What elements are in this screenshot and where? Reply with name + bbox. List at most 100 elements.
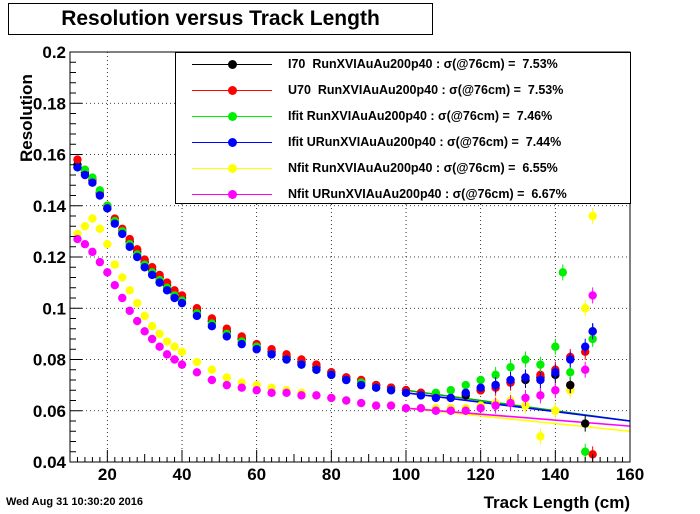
data-point [401, 388, 411, 398]
data-point [80, 170, 90, 180]
x-axis-label: Track Length (cm) [484, 493, 630, 512]
chart-title: Resolution versus Track Length [61, 7, 380, 30]
data-point [566, 355, 575, 364]
data-point [177, 298, 187, 308]
data-point [506, 398, 515, 408]
y-tick-label: 0.06 [33, 402, 66, 421]
data-point [125, 286, 134, 295]
data-point [342, 375, 351, 385]
data-point [140, 263, 149, 272]
legend-entry: I70 RunXVIAuAu200p40 : σ(@76cm) = 7.53% [176, 52, 630, 78]
data-point [252, 345, 261, 354]
data-point [536, 360, 545, 369]
data-point [521, 355, 530, 364]
data-point [147, 334, 157, 344]
x-tick-label: 140 [541, 465, 569, 484]
data-point [252, 386, 261, 395]
data-point [491, 401, 500, 410]
y-tick-label: 0.16 [33, 146, 66, 165]
data-point [446, 393, 455, 403]
legend-label: I70 RunXVIAuAu200p40 : σ(@76cm) = 7.53% [288, 57, 558, 71]
data-point [125, 306, 134, 316]
data-point [103, 268, 112, 277]
data-point [521, 373, 530, 382]
y-tick-label: 0.12 [33, 248, 66, 267]
data-point [446, 406, 455, 415]
data-point [282, 388, 291, 398]
data-point [461, 388, 470, 398]
fit-lines [405, 389, 631, 433]
data-point [588, 327, 597, 336]
legend-label: Nfit URunXVIAuAu200p40 : σ(@76cm) = 6.67… [288, 187, 567, 201]
data-point [140, 327, 149, 336]
legend-marker [228, 60, 237, 69]
data-point [416, 391, 426, 400]
data-point [476, 383, 485, 392]
data-point [371, 383, 381, 392]
legend-label: Ifit RunXVIAuAu200p40 : σ(@76cm) = 7.46% [288, 109, 553, 123]
data-point [133, 252, 142, 262]
data-point [551, 368, 560, 377]
data-point [162, 286, 172, 295]
legend-entry: Nfit URunXVIAuAu200p40 : σ(@76cm) = 6.67… [176, 182, 630, 208]
data-point [581, 342, 590, 351]
data-point [118, 273, 127, 282]
data-point [110, 260, 120, 269]
data-point [95, 224, 105, 234]
data-point [207, 375, 217, 385]
data-point [155, 278, 164, 287]
data-point [170, 342, 179, 351]
y-tick-label: 0.08 [33, 351, 66, 370]
data-point [536, 375, 545, 385]
data-point [401, 403, 411, 413]
data-point [88, 214, 97, 223]
data-point [506, 362, 515, 372]
x-tick-label: 100 [392, 465, 420, 484]
data-point [386, 386, 396, 395]
data-point [170, 355, 179, 364]
data-point [551, 342, 560, 351]
data-point [357, 398, 366, 408]
data-point [177, 360, 187, 369]
data-point [558, 268, 567, 277]
x-tick-label: 80 [322, 465, 341, 484]
data-point [581, 304, 590, 313]
data-point [95, 257, 105, 267]
legend-label: Ifit URunXVIAuAu200p40 : σ(@76cm) = 7.44… [288, 135, 562, 149]
data-point [581, 419, 590, 428]
data-point [536, 391, 545, 400]
data-point [162, 337, 172, 346]
fit-line [405, 407, 631, 433]
legend-marker [228, 138, 237, 147]
x-tick-label: 20 [98, 465, 117, 484]
legend-label: U70 RunXVIAuAu200p40 : σ(@76cm) = 7.53% [288, 83, 564, 97]
y-tick-label: 0.18 [33, 94, 66, 113]
y-axis-label: Resolution [17, 74, 36, 162]
data-point [461, 380, 470, 390]
data-point [491, 370, 500, 380]
data-point [103, 204, 112, 213]
data-point [566, 368, 575, 377]
data-point [162, 350, 172, 359]
data-point [237, 383, 246, 392]
x-tick-label: 120 [466, 465, 494, 484]
data-point [118, 293, 127, 303]
y-tick-label: 0.2 [42, 43, 66, 62]
y-tick-label: 0.04 [33, 453, 67, 472]
data-point [133, 316, 142, 326]
data-point [297, 391, 306, 400]
timestamp: Wed Aug 31 10:30:20 2016 [6, 496, 143, 508]
data-point [155, 342, 164, 351]
data-point [431, 406, 441, 415]
data-point [446, 386, 455, 395]
data-point [327, 393, 336, 403]
legend-entry: Nfit RunXVIAuAu200p40 : σ(@76cm) = 6.55% [176, 156, 630, 182]
data-point [461, 406, 470, 415]
data-point [237, 339, 246, 349]
data-point [312, 391, 321, 400]
data-point [536, 432, 545, 441]
data-point [147, 321, 157, 331]
legend-label: Nfit RunXVIAuAu200p40 : σ(@76cm) = 6.55% [288, 161, 558, 175]
data-point [342, 396, 351, 405]
